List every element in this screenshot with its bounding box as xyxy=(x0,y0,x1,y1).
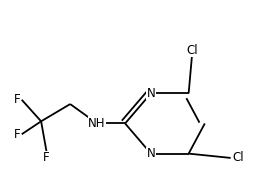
Text: N: N xyxy=(147,87,155,100)
Text: NH: NH xyxy=(88,117,106,130)
Text: Cl: Cl xyxy=(232,151,244,164)
Text: Cl: Cl xyxy=(186,44,198,57)
Text: F: F xyxy=(43,151,50,164)
Text: F: F xyxy=(14,128,21,141)
Text: F: F xyxy=(14,93,21,106)
Text: N: N xyxy=(147,147,155,160)
